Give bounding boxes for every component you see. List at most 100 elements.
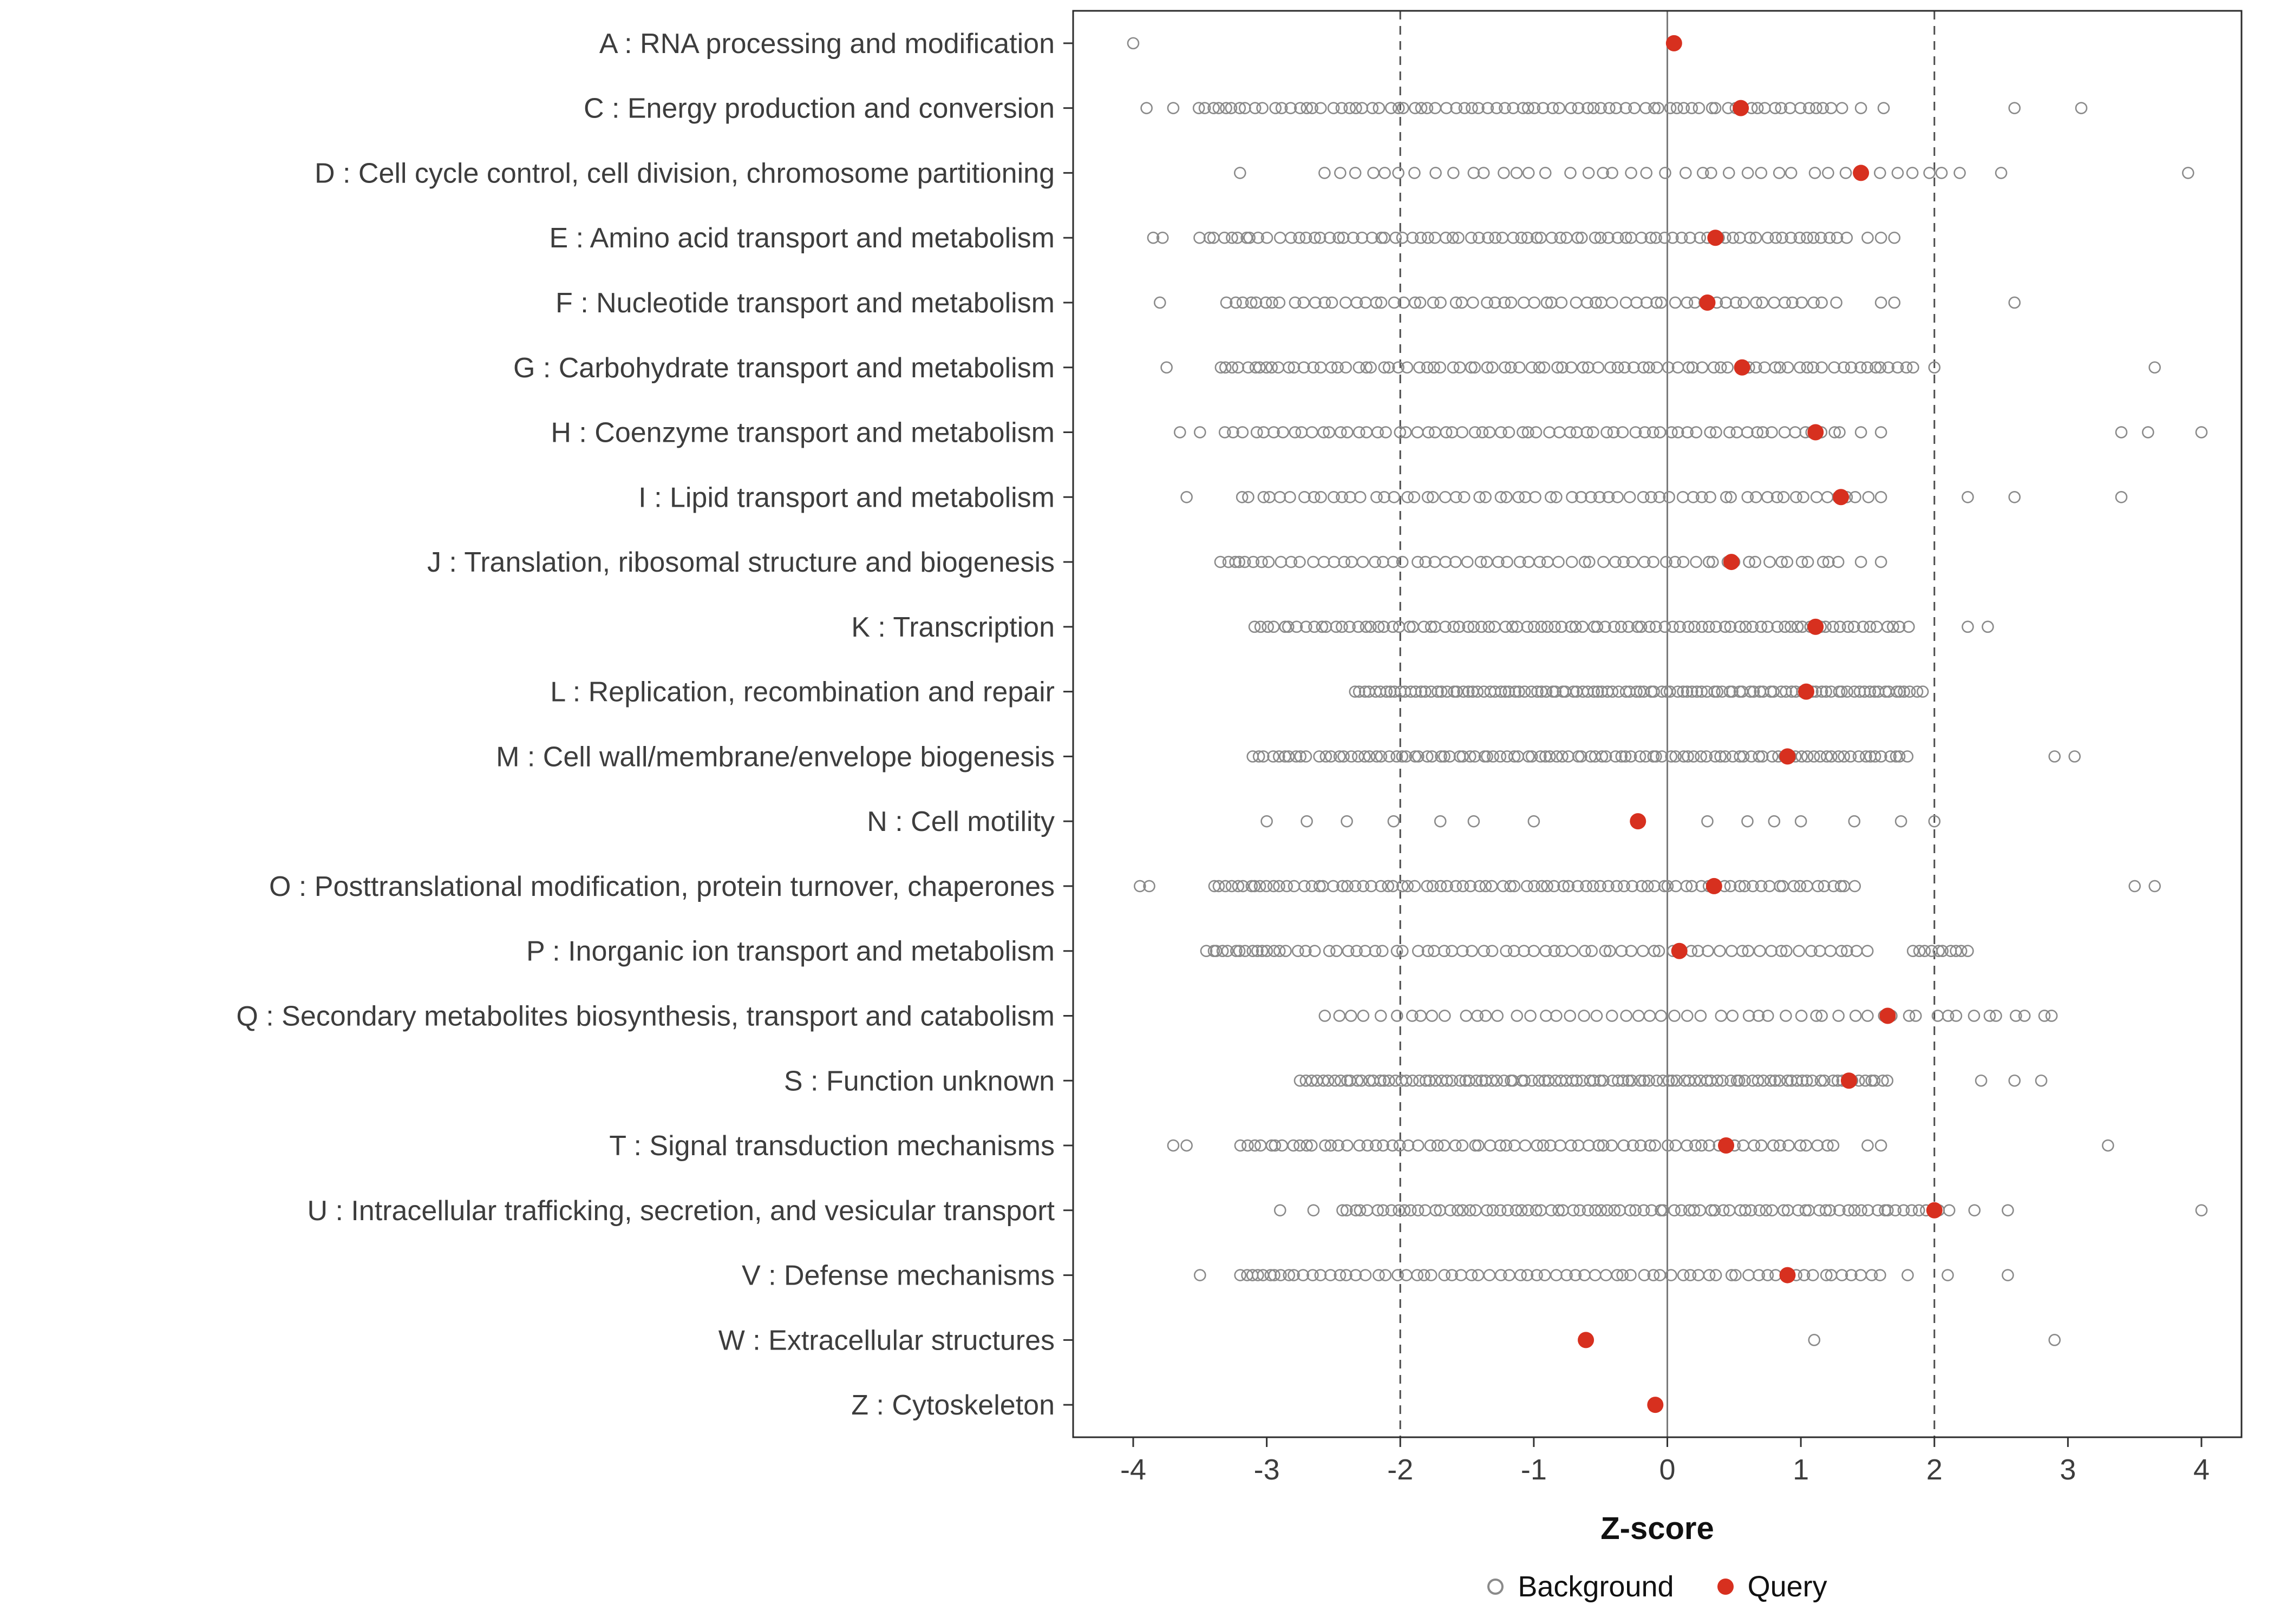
background-point (1378, 361, 1391, 374)
background-point (1288, 1269, 1300, 1281)
background-point (1541, 555, 1554, 568)
background-point (1193, 426, 1206, 438)
background-point (1566, 945, 1579, 958)
background-point (1457, 685, 1470, 698)
background-point (1630, 296, 1643, 309)
background-point (2009, 1010, 2022, 1022)
background-point (1975, 1074, 1988, 1087)
background-point (1378, 167, 1391, 179)
background-point (1777, 490, 1790, 503)
background-point (1688, 620, 1701, 633)
background-point (1318, 296, 1331, 309)
background-point (1328, 555, 1341, 568)
background-point (1225, 102, 1238, 114)
background-point (1565, 555, 1578, 568)
background-point (1382, 880, 1395, 893)
background-point (1396, 945, 1409, 958)
background-point (1464, 880, 1477, 893)
background-point (1870, 620, 1883, 633)
background-point (1474, 555, 1487, 568)
background-point (1502, 685, 1515, 698)
background-point (1466, 102, 1478, 114)
background-point (1392, 102, 1405, 114)
background-point (1308, 945, 1321, 958)
background-point (1412, 1204, 1424, 1217)
background-point (1236, 426, 1249, 438)
background-point (1833, 620, 1846, 633)
background-point (1665, 1269, 1677, 1281)
background-point (1343, 620, 1356, 633)
background-point (1200, 945, 1213, 958)
background-point (1462, 685, 1475, 698)
background-point (1635, 231, 1648, 244)
background-point (1747, 685, 1760, 698)
background-point (1541, 880, 1553, 893)
background-point (1383, 750, 1396, 763)
background-point (1498, 167, 1510, 179)
background-point (1864, 620, 1877, 633)
background-point (1771, 620, 1784, 633)
background-point (1953, 167, 1966, 179)
background-point (1273, 490, 1286, 503)
background-point (1317, 426, 1330, 438)
background-point (1500, 490, 1513, 503)
background-point (1513, 361, 1526, 374)
background-point (1504, 880, 1517, 893)
background-point (1419, 1204, 1432, 1217)
background-point (1538, 361, 1551, 374)
background-point (1360, 426, 1373, 438)
background-point (1668, 1204, 1681, 1217)
query-point (1926, 1202, 1943, 1219)
background-point (1476, 426, 1489, 438)
background-point (1874, 1269, 1886, 1281)
background-point (1857, 620, 1870, 633)
background-point (1808, 167, 1821, 179)
background-point (1377, 620, 1390, 633)
background-point (1590, 1010, 1603, 1022)
background-point (1785, 231, 1798, 244)
background-point (1299, 945, 1312, 958)
background-point (1390, 1010, 1403, 1022)
background-point (1272, 750, 1285, 763)
background-point (1549, 685, 1562, 698)
background-point (1301, 1139, 1313, 1152)
background-point (1696, 620, 1708, 633)
background-point (1419, 1074, 1432, 1087)
background-point (1267, 426, 1280, 438)
background-point (1861, 945, 1874, 958)
background-point (1538, 1269, 1551, 1281)
background-point (1741, 490, 1754, 503)
background-point (1720, 296, 1733, 309)
background-point (1371, 426, 1384, 438)
background-point (1390, 750, 1403, 763)
query-point (1779, 1267, 1796, 1284)
background-point (1776, 880, 1789, 893)
background-point (1736, 945, 1749, 958)
query-point (1879, 1007, 1896, 1024)
background-point (1916, 685, 1929, 698)
background-point (1390, 945, 1403, 958)
background-point (1456, 426, 1468, 438)
background-point (1749, 555, 1761, 568)
background-point (1815, 361, 1828, 374)
background-point (1743, 231, 1756, 244)
background-point (1888, 231, 1901, 244)
background-point (1631, 620, 1644, 633)
background-point (1611, 231, 1624, 244)
background-point (1325, 296, 1338, 309)
background-point (1508, 750, 1521, 763)
background-point (1545, 231, 1558, 244)
background-point (1807, 1269, 1819, 1281)
background-point (1413, 1074, 1426, 1087)
background-point (1655, 1010, 1668, 1022)
background-point (1763, 555, 1776, 568)
background-point (1344, 1010, 1357, 1022)
background-point (1494, 490, 1507, 503)
background-point (1704, 426, 1716, 438)
background-point (1250, 426, 1263, 438)
background-point (1260, 361, 1273, 374)
background-point (1305, 426, 1318, 438)
background-point (1615, 620, 1628, 633)
query-point (1723, 554, 1740, 571)
background-point (1507, 231, 1520, 244)
